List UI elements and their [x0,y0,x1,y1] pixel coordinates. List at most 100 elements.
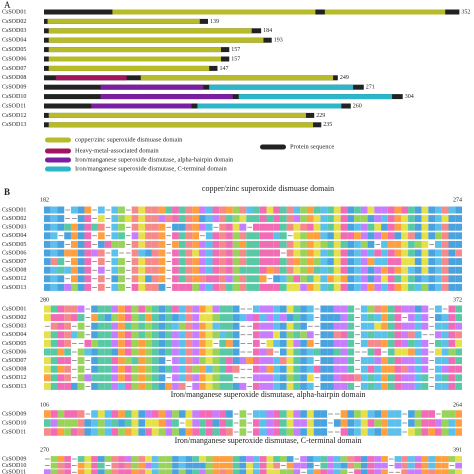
residue-cell [428,249,436,257]
residue-cell [151,232,159,240]
residue-cell [253,258,260,266]
residue-cell [374,283,382,291]
residue-cell [306,223,314,231]
residue-cell [455,365,462,373]
residue-cell [145,462,152,469]
residue-cell [293,249,301,257]
residue-cell [340,374,348,382]
residue-cell [232,258,240,266]
legend-label: Iron/manganese superoxide dismutase, C-t… [75,165,228,172]
residue-cell [145,365,152,373]
residue-cell [387,348,395,356]
residue-cell [253,215,260,223]
residue-cell [64,232,71,240]
residue-cell [293,314,301,322]
residue-cell [57,275,65,283]
residue-cell [408,331,415,339]
residue-cell [199,365,206,373]
residue-cell [178,266,186,274]
residue-cell [435,305,442,313]
residue-cell [253,283,260,291]
residue-cell [172,232,179,240]
residue-cell [300,266,307,274]
residue-cell [441,314,449,322]
end-position: 274 [453,197,462,203]
residue-cell [118,374,125,382]
residue-cell [185,258,193,266]
residue-cell [70,266,78,274]
residue-cell [138,456,146,462]
domain-bar [48,112,306,118]
residue-cell [111,240,119,248]
sequence-name: CsSOD03 [2,324,26,330]
residue-cell [367,258,375,266]
residue-cell [165,348,173,356]
residue-cell [64,469,71,474]
residue-cell [448,305,456,313]
sequence-name: CsSOD03 [2,225,26,231]
residue-cell [360,266,368,274]
residue-cell [354,462,361,469]
residue-cell [138,258,146,266]
residue-cell [354,374,361,382]
residue-cell [421,223,429,231]
residue-cell [333,283,341,291]
residue-cell [165,331,173,339]
residue-cell [320,305,328,313]
residue-cell [124,305,132,313]
residue-cell [158,240,166,248]
residue-cell [408,215,415,223]
domain-bar [47,18,200,24]
residue-cell [246,283,253,291]
residue-cell [165,456,173,462]
residue-cell [212,410,220,418]
residue-cell [57,322,65,330]
residue-cell [360,462,368,469]
sequence-name: CsSOD11 [2,470,26,474]
residue-cell [293,357,301,365]
sequence-name: CsSOD10 [2,420,26,426]
residue-cell [408,305,415,313]
residue-cell [44,215,51,223]
residue-cell [64,266,71,274]
residue-cell [455,275,462,283]
residue-cell [293,240,301,248]
residue-cell [111,232,119,240]
residue-cell [219,357,227,365]
residue-cell [435,240,442,248]
residue-cell [151,365,159,373]
protein-name: CsSOD05 [2,47,26,53]
residue-cell [340,428,348,436]
residue-cell [286,419,294,427]
residue-cell [279,365,287,373]
residue-cell [340,382,348,390]
residue-cell [360,283,368,291]
residue-cell [360,223,368,231]
residue-cell [374,266,382,274]
residue-cell [414,339,422,347]
residue-cell [273,462,280,469]
residue-cell [185,374,193,382]
residue-cell [165,419,173,427]
residue-cell [246,456,253,462]
residue-cell [172,374,179,382]
residue-cell [64,305,71,313]
residue-cell [394,428,402,436]
residue-cell [57,283,65,291]
residue-cell [138,232,146,240]
residue-cell [178,456,186,462]
residue-cell [455,410,462,418]
residue-cell [414,365,422,373]
residue-cell [192,348,200,356]
residue-cell [145,275,152,283]
residue-cell [300,428,307,436]
residue-cell [50,314,58,322]
residue-cell [286,275,294,283]
residue-cell [374,331,382,339]
residue-cell [441,382,449,390]
residue-cell [347,357,355,365]
residue-cell [273,419,280,427]
residue-cell [151,469,159,474]
residue-cell [57,419,65,427]
residue-cell [374,322,382,330]
